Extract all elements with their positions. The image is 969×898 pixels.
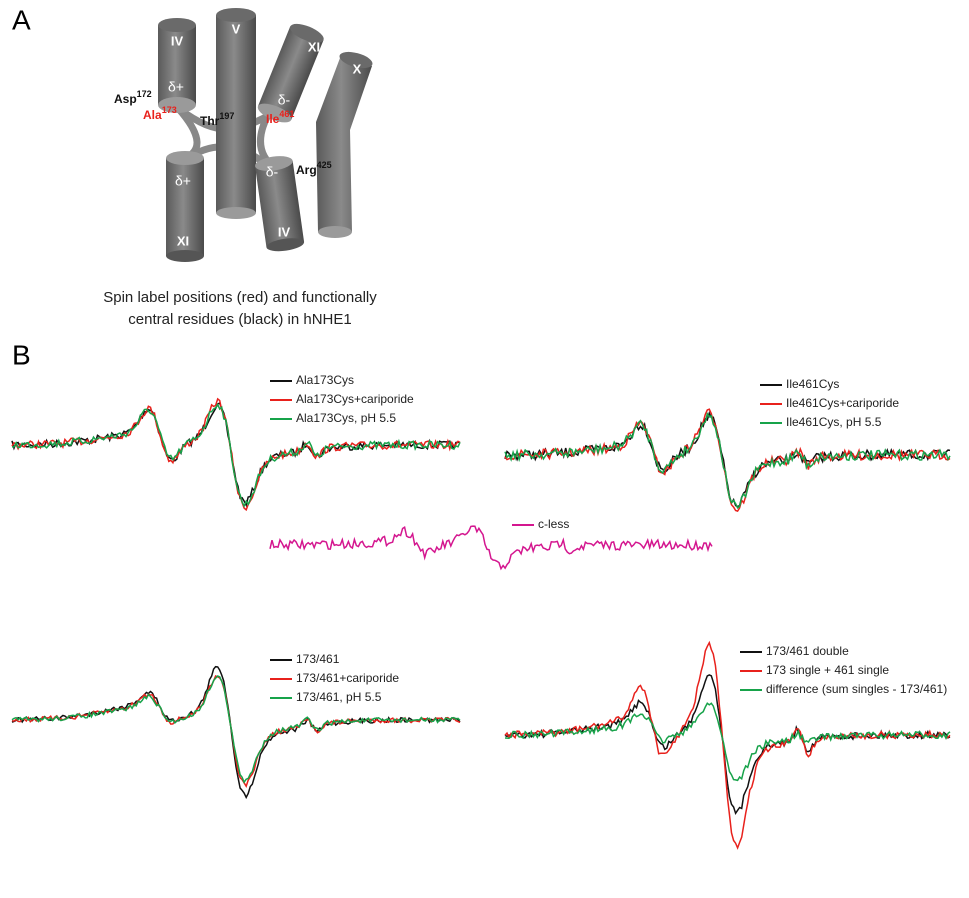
legend-label: Ile461Cys+cariporide — [786, 396, 899, 410]
spectrum-trace — [505, 703, 950, 780]
helix-label: V — [232, 21, 241, 36]
legend-label: Ala173Cys — [296, 373, 354, 387]
helix-label: IV — [171, 33, 184, 48]
charge-label: δ- — [266, 164, 279, 180]
legend-label: 173 single + 461 single — [766, 663, 889, 677]
legend-label: 173/461 double — [766, 644, 849, 658]
panel-label: B — [12, 339, 31, 370]
residue-name: Asp — [114, 92, 137, 106]
helix — [158, 18, 196, 113]
residue-number: 461 — [279, 109, 294, 119]
residue-label: Asp172 — [114, 89, 152, 106]
spectrum-trace — [505, 409, 950, 511]
residue-name: Ala — [143, 108, 162, 122]
helix — [316, 49, 374, 238]
figure: A IVVXIXXIIVδ+δ-δ+δ-Asp172Ala173Thr197Il… — [0, 0, 969, 898]
residue-number: 173 — [162, 105, 177, 115]
legend-label: Ile461Cys — [786, 377, 839, 391]
legend-label: 173/461+cariporide — [296, 671, 399, 685]
legend-label: Ala173Cys+cariporide — [296, 392, 414, 406]
charge-label: δ- — [278, 92, 291, 108]
helix-diagram — [158, 8, 374, 262]
legend-label: Ile461Cys, pH 5.5 — [786, 415, 882, 429]
residue-name: Ile — [266, 112, 280, 126]
spectrum-trace — [12, 667, 460, 798]
caption: Spin label positions (red) and functiona… — [103, 289, 377, 306]
residue-label: Ile461 — [266, 109, 294, 126]
residue-number: 425 — [317, 160, 332, 170]
helix-label: XI — [308, 39, 320, 54]
helix-label: XI — [177, 233, 189, 248]
residue-name: Arg — [296, 163, 317, 177]
caption: central residues (black) in hNHE1 — [128, 311, 351, 328]
legend-label: 173/461, pH 5.5 — [296, 690, 382, 704]
panel-label: A — [12, 4, 31, 35]
legend-label: difference (sum singles - 173/461) — [766, 682, 947, 696]
residue-number: 172 — [137, 89, 152, 99]
residue-number: 197 — [219, 111, 234, 121]
residue-label: Ala173 — [143, 105, 177, 122]
spectrum-trace — [270, 526, 712, 569]
charge-label: δ+ — [168, 79, 184, 95]
legend-label: Ala173Cys, pH 5.5 — [296, 411, 396, 425]
legend-label: c-less — [538, 517, 569, 531]
helix-label: X — [353, 61, 362, 76]
spectrum-trace — [505, 413, 950, 507]
helix-label: IV — [278, 224, 291, 239]
spectrum-trace — [505, 414, 950, 508]
legend-label: 173/461 — [296, 652, 340, 666]
residue-name: Thr — [200, 114, 220, 128]
charge-label: δ+ — [175, 173, 191, 189]
